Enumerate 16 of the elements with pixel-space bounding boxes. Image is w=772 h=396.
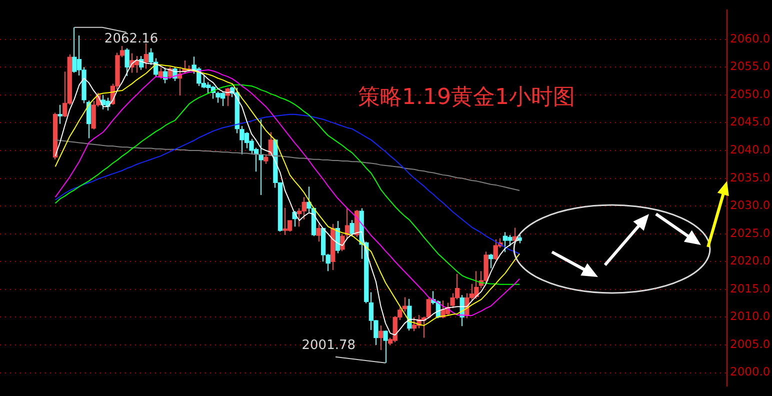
y-tick-label: 2025.0 (730, 226, 770, 240)
y-tick-label: 2020.0 (730, 254, 770, 268)
y-tick-label: 2045.0 (730, 114, 770, 129)
annotation: 2001.78 (302, 338, 356, 354)
y-tick-label: 2035.0 (730, 170, 770, 184)
y-tick-label: 2055.0 (730, 59, 770, 74)
y-tick-label: 2060.0 (730, 31, 770, 46)
y-tick-label: 2040.0 (730, 142, 770, 156)
y-tick-label: 2030.0 (730, 198, 770, 212)
y-tick-label: 2050.0 (730, 86, 770, 101)
y-tick-label: 2015.0 (730, 281, 770, 296)
y-tick-label: 2000.0 (730, 364, 770, 379)
y-tick-label: 2010.0 (730, 309, 770, 324)
text: 策略1.19黄金1小时图 (358, 84, 575, 112)
annotation: 2062.16 (104, 32, 158, 47)
y-tick-label: 2005.0 (730, 336, 770, 351)
